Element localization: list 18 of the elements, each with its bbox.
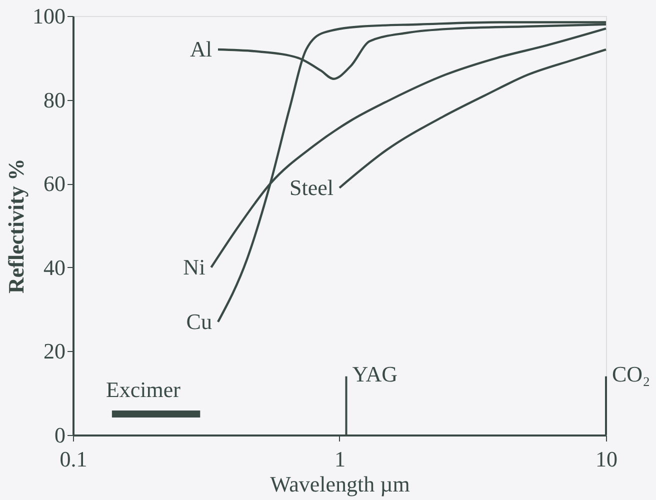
x-tick-label: 1 bbox=[334, 446, 346, 472]
y-axis-title: Reflectivity % bbox=[4, 158, 28, 294]
series-label: Cu bbox=[186, 308, 212, 334]
y-tick-label: 0 bbox=[54, 422, 66, 448]
y-tick-label: 20 bbox=[44, 338, 66, 364]
series-label: Al bbox=[190, 36, 212, 62]
x-tick-label: 0.1 bbox=[60, 446, 88, 472]
y-tick-label: 100 bbox=[32, 4, 66, 28]
x-tick-label: 10 bbox=[596, 446, 618, 472]
y-tick-label: 80 bbox=[44, 87, 66, 112]
annotation: Excimer bbox=[106, 377, 182, 402]
y-tick-label: 60 bbox=[44, 171, 66, 196]
y-tick-label: 40 bbox=[44, 254, 66, 280]
x-axis-title: Wavelength µm bbox=[270, 472, 410, 496]
series-label: Ni bbox=[183, 254, 206, 280]
ref-line-label: CO₂ bbox=[612, 361, 650, 386]
series-label: Steel bbox=[290, 174, 334, 200]
ref-line-label: YAG bbox=[352, 361, 398, 386]
